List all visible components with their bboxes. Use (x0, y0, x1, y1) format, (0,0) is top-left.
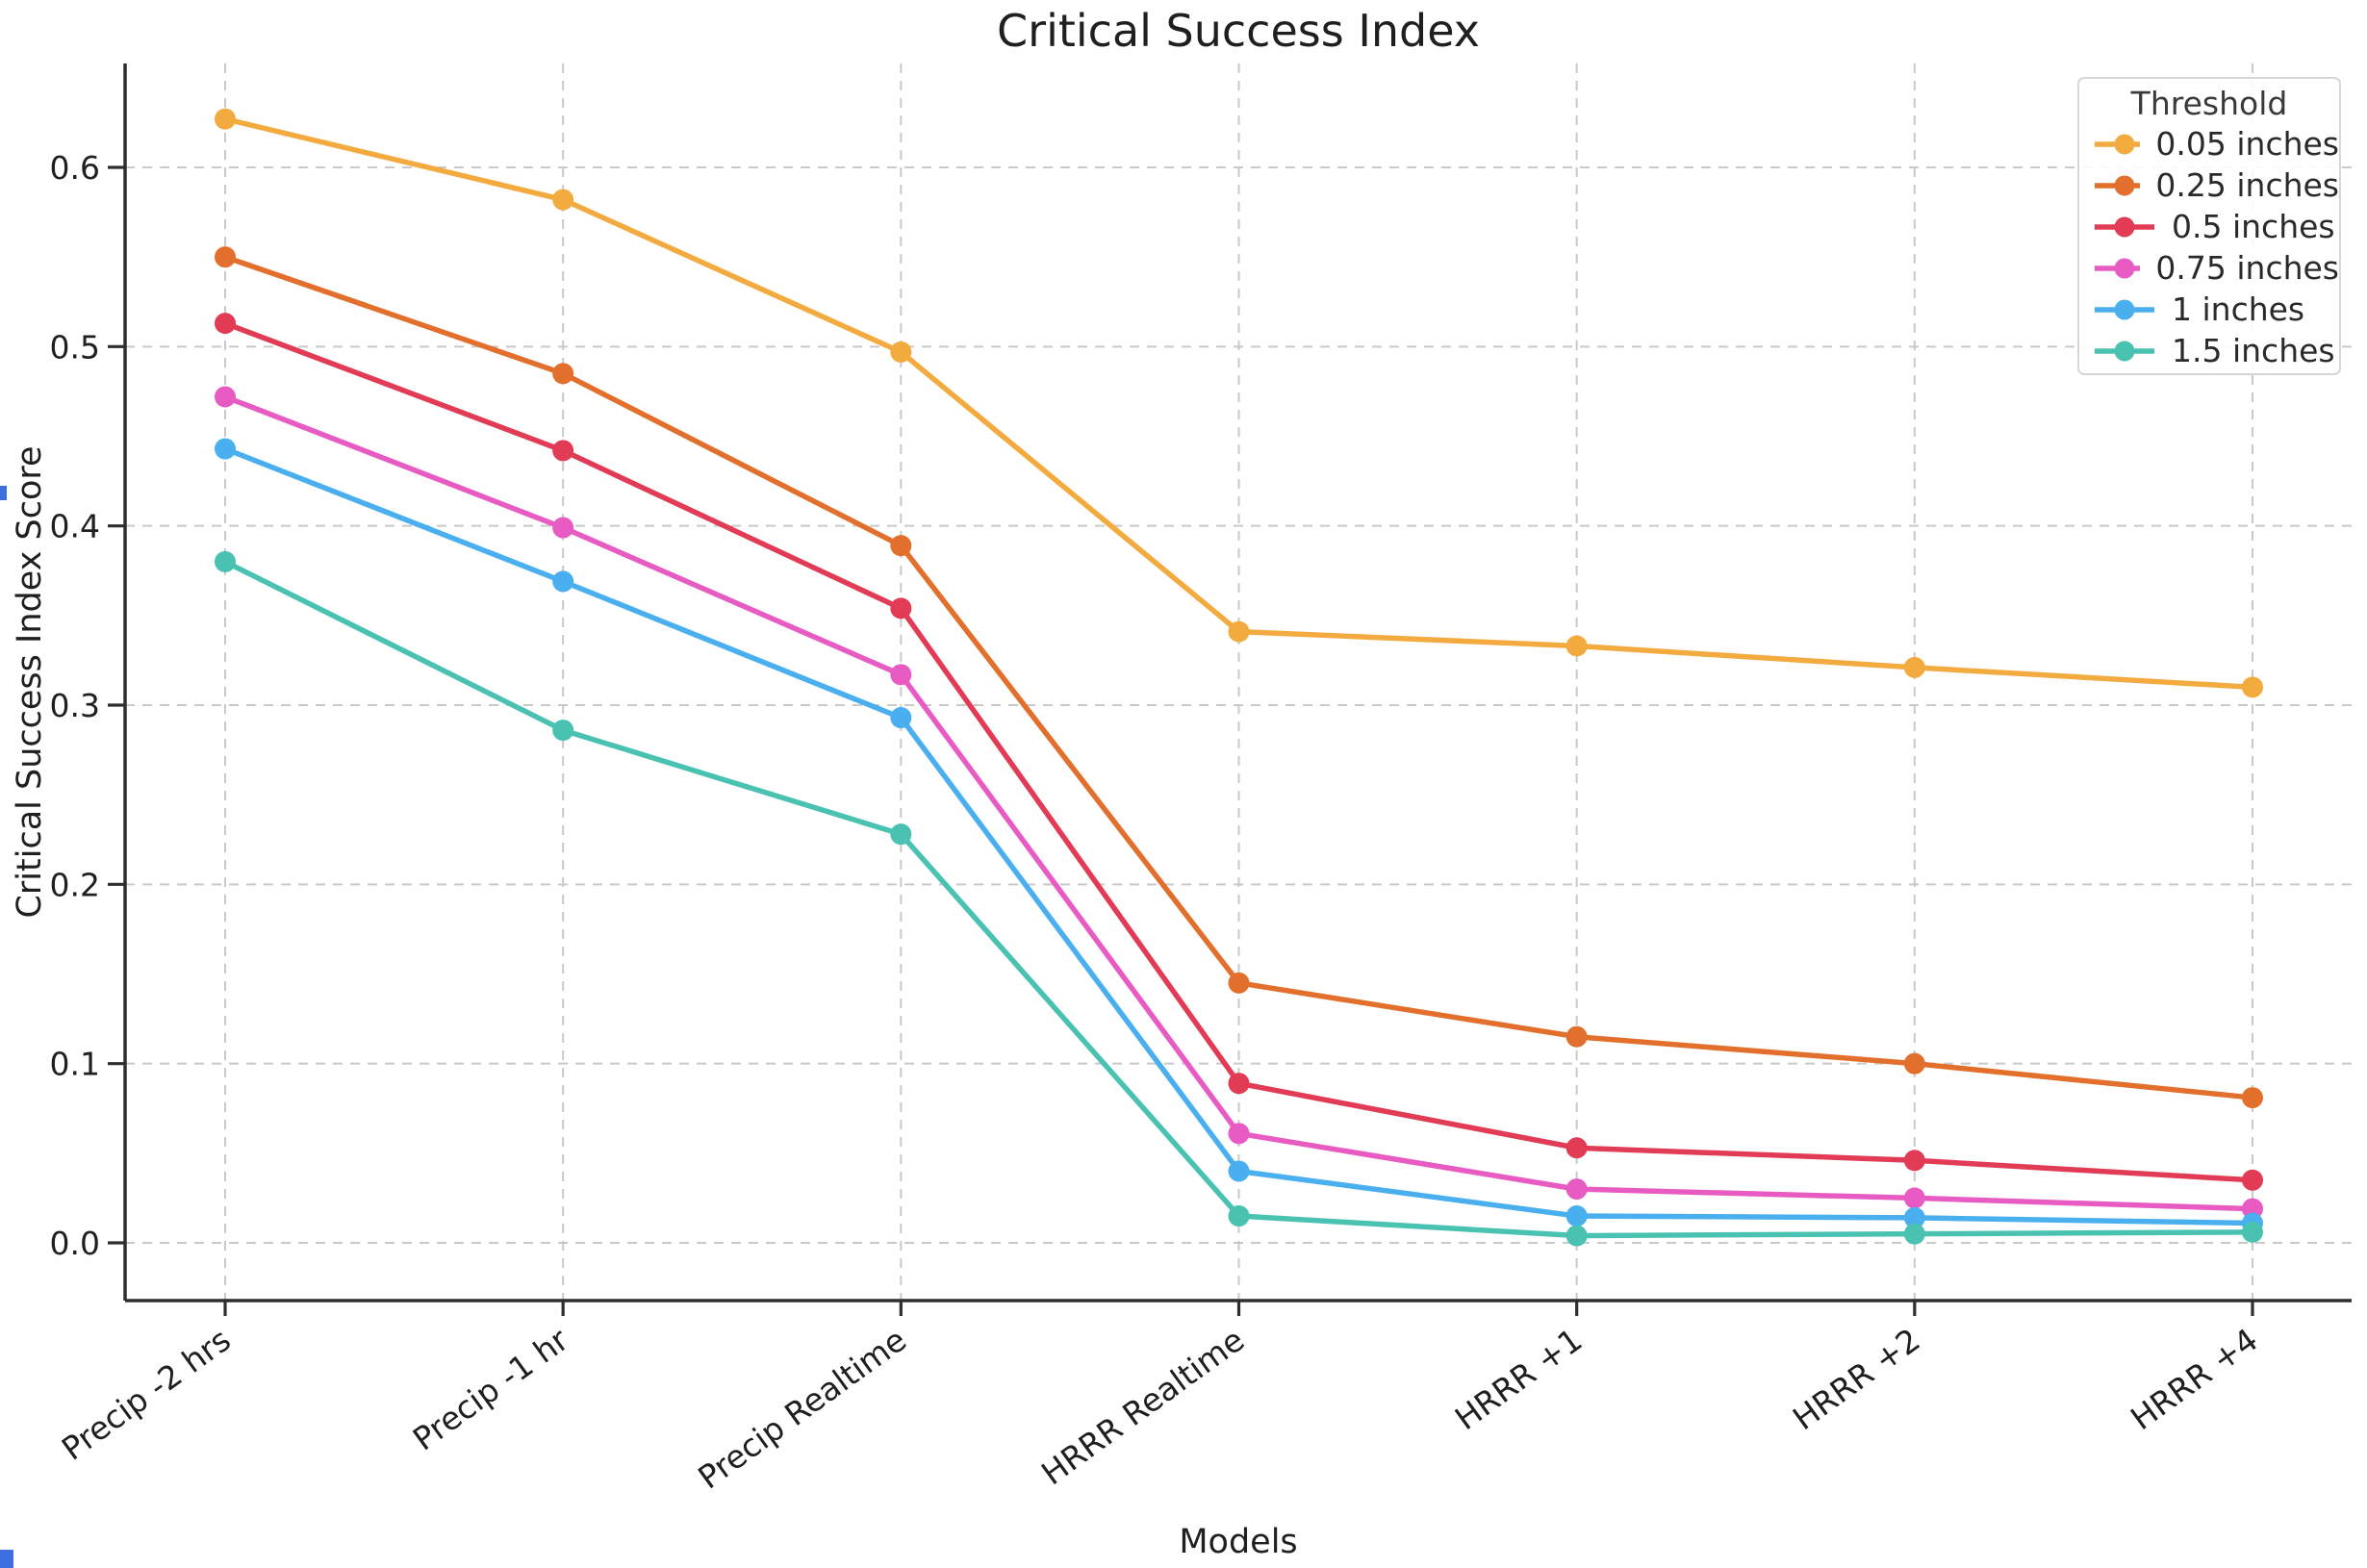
data-point-marker (1228, 1073, 1250, 1095)
legend-swatch (2095, 175, 2141, 195)
data-point-marker (215, 246, 236, 268)
legend-swatch (2095, 341, 2154, 361)
data-point-marker (890, 707, 912, 729)
data-point-marker (1903, 1223, 1925, 1245)
x-axis-label: Models (1179, 1523, 1297, 1561)
y-tick-label: 0.0 (50, 1225, 100, 1262)
data-point-marker (552, 517, 574, 539)
x-tick-label: Precip Realtime (691, 1321, 913, 1497)
legend-swatch-dot (2114, 216, 2135, 237)
legend-swatch-dot (2114, 134, 2135, 154)
y-tick-label: 0.3 (50, 687, 100, 724)
legend-swatch (2095, 216, 2154, 237)
data-point-marker (1565, 1025, 1588, 1048)
data-point-marker (552, 720, 574, 742)
y-tick-label: 0.6 (50, 149, 100, 187)
screen-artifact-corner (0, 1550, 13, 1568)
legend-label: 0.5 inches (2172, 208, 2335, 245)
data-point-marker (215, 313, 236, 335)
data-point-marker (2242, 1221, 2264, 1243)
x-tick-label: HRRR +2 (1786, 1321, 1927, 1437)
data-point-marker (215, 438, 236, 460)
x-tick-label: Precip -1 hr (406, 1321, 575, 1458)
legend-label: 0.05 inches (2155, 125, 2339, 163)
y-tick-label: 0.2 (50, 866, 100, 903)
x-tick-label: HRRR Realtime (1034, 1321, 1251, 1492)
data-point-marker (1903, 656, 1925, 678)
legend: Threshold 0.05 inches 0.25 inches 0.5 inch… (2077, 77, 2341, 375)
data-point-marker (1903, 1206, 1925, 1228)
data-point-marker (552, 440, 574, 462)
data-point-marker (1565, 1137, 1588, 1159)
y-tick-label: 0.4 (50, 508, 100, 545)
legend-swatch (2095, 258, 2141, 278)
data-point-marker (2242, 676, 2264, 698)
data-point-marker (1228, 1205, 1250, 1227)
data-point-marker (890, 597, 912, 620)
data-point-marker (215, 550, 236, 572)
screen-artifact-left-edge (0, 486, 7, 500)
legend-item: 0.5 inches (2079, 206, 2339, 247)
grid-layer (125, 63, 2352, 1301)
legend-title: Threshold (2130, 85, 2288, 122)
data-point-marker (1565, 1225, 1588, 1247)
y-tick-label: 0.1 (50, 1046, 100, 1083)
chart-title: Critical Success Index (997, 5, 1480, 57)
y-axis-label: Critical Success Index Score (11, 445, 49, 918)
data-point-marker (1903, 1052, 1925, 1075)
legend-swatch-dot (2114, 258, 2135, 278)
data-point-marker (1228, 620, 1250, 643)
data-point-marker (552, 363, 574, 385)
legend-swatch-dot (2114, 175, 2135, 195)
legend-item: 1 inches (2079, 289, 2339, 330)
data-point-marker (2242, 1087, 2264, 1109)
data-point-marker (215, 108, 236, 130)
data-point-marker (1228, 1160, 1250, 1182)
data-point-marker (890, 341, 912, 363)
data-point-marker (1228, 1123, 1250, 1145)
data-point-marker (1565, 635, 1588, 657)
x-tick-label: HRRR +1 (1448, 1321, 1590, 1437)
data-point-marker (1565, 1205, 1588, 1227)
legend-label: 0.75 inches (2155, 249, 2339, 287)
data-point-marker (2242, 1169, 2264, 1191)
legend-label: 1.5 inches (2172, 332, 2335, 369)
data-point-marker (890, 664, 912, 686)
legend-swatch (2095, 134, 2141, 154)
legend-label: 0.25 inches (2155, 166, 2339, 204)
x-tick-label: HRRR +4 (2124, 1321, 2265, 1437)
legend-swatch (2095, 299, 2154, 319)
data-point-marker (215, 386, 236, 408)
data-point-marker (552, 189, 574, 211)
y-tick-label: 0.5 (50, 328, 100, 366)
data-point-marker (552, 570, 574, 593)
data-point-marker (1565, 1178, 1588, 1201)
data-point-marker (1903, 1150, 1925, 1172)
data-point-marker (1228, 972, 1250, 994)
data-point-marker (1903, 1187, 1925, 1209)
legend-item: 0.25 inches (2079, 164, 2339, 206)
legend-item: 1.5 inches (2079, 330, 2339, 371)
series-layer (215, 108, 2264, 1247)
x-tick-label: Precip -2 hrs (55, 1321, 238, 1468)
legend-rows: 0.05 inches 0.25 inches 0.5 inches 0.75 inc… (2079, 123, 2339, 371)
data-point-marker (890, 823, 912, 846)
legend-swatch-dot (2114, 299, 2135, 319)
legend-label: 1 inches (2172, 291, 2305, 328)
axis-layer: 0.0 0.1 0.2 0.3 0.4 0.5 0.6 Precip -2 hrs Precip… (50, 63, 2352, 1496)
data-point-marker (890, 535, 912, 557)
legend-swatch-dot (2114, 341, 2135, 361)
legend-item: 0.05 inches (2079, 123, 2339, 164)
legend-item: 0.75 inches (2079, 247, 2339, 289)
